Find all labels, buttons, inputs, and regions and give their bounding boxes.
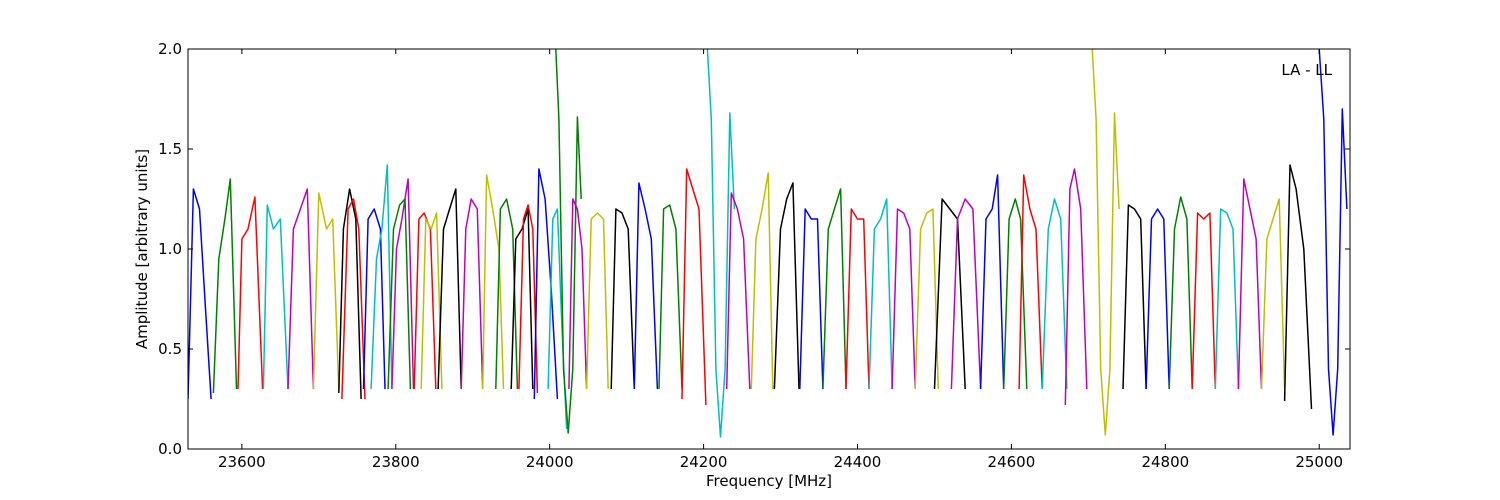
y-axis-ticks: 0.0 0.5 1.0 1.5 2.0 xyxy=(158,40,1350,458)
series-line-23 xyxy=(555,49,582,434)
baseline-annotation: LA - LL xyxy=(1281,61,1332,79)
series-line-47 xyxy=(1091,49,1120,436)
x-tick-label: 24400 xyxy=(834,453,882,471)
series-line-39 xyxy=(914,208,940,390)
series-line-56 xyxy=(1318,49,1348,436)
y-axis-label: Amplitude [arbitrary units] xyxy=(133,149,151,349)
x-tick-label: 24600 xyxy=(988,453,1036,471)
series-line-35 xyxy=(822,188,847,390)
x-tick-label: 23600 xyxy=(218,453,266,471)
series-line-51 xyxy=(1191,212,1217,390)
plot-frame xyxy=(187,48,1351,450)
x-tick-label: 25000 xyxy=(1295,453,1343,471)
x-tick-label: 23800 xyxy=(372,453,420,471)
x-axis-ticks: 23600 23800 24000 24200 24400 24600 24800 25000 xyxy=(218,49,1343,471)
series-line-54 xyxy=(1260,198,1286,390)
series-line-27 xyxy=(633,182,659,390)
series-line-37 xyxy=(868,198,893,390)
series-line-43 xyxy=(1002,198,1028,390)
series-line-41 xyxy=(950,198,982,390)
series-line-11 xyxy=(391,178,415,390)
series-line-42 xyxy=(979,174,1005,390)
series-line-14 xyxy=(420,212,443,390)
y-tick-label: 1.5 xyxy=(158,140,182,158)
series-line-20 xyxy=(518,204,539,394)
series-line-3 xyxy=(237,196,264,390)
series-line-32 xyxy=(750,172,774,390)
series-line-26 xyxy=(610,208,636,390)
x-tick-label: 24800 xyxy=(1141,453,1189,471)
series-line-10 xyxy=(370,164,393,390)
series-line-16 xyxy=(460,198,484,390)
series-line-40 xyxy=(933,198,966,390)
y-tick-label: 0.0 xyxy=(158,440,182,458)
series-layer xyxy=(188,49,1348,438)
series-line-36 xyxy=(845,208,870,390)
series-line-48 xyxy=(1122,204,1147,390)
series-line-28 xyxy=(658,204,683,390)
series-line-55 xyxy=(1283,164,1313,410)
y-tick-label: 0.5 xyxy=(158,340,182,358)
series-line-46 xyxy=(1064,168,1088,406)
series-line-30 xyxy=(706,49,736,438)
series-line-25 xyxy=(585,212,609,390)
x-axis-label: Frequency [MHz] xyxy=(706,472,832,490)
x-tick-label: 24000 xyxy=(526,453,574,471)
series-line-19 xyxy=(510,208,534,390)
series-line-29 xyxy=(681,168,707,406)
series-line-44 xyxy=(1018,174,1043,390)
series-line-45 xyxy=(1041,198,1068,390)
series-line-38 xyxy=(891,208,916,390)
series-line-5 xyxy=(287,188,315,390)
series-line-7 xyxy=(338,188,362,400)
series-line-33 xyxy=(773,182,800,390)
series-line-21 xyxy=(533,168,559,400)
series-line-17 xyxy=(481,174,505,390)
x-tick-label: 24200 xyxy=(680,453,728,471)
series-line-13 xyxy=(413,212,437,390)
series-line-15 xyxy=(437,188,462,390)
series-line-9 xyxy=(362,208,386,390)
series-line-24 xyxy=(568,198,588,390)
series-line-1 xyxy=(188,188,212,400)
series-line-12 xyxy=(387,198,412,390)
series-line-31 xyxy=(725,192,751,390)
y-tick-label: 1.0 xyxy=(158,240,182,258)
series-line-4 xyxy=(262,204,289,390)
series-line-52 xyxy=(1214,208,1240,390)
series-line-50 xyxy=(1168,196,1193,390)
y-tick-label: 2.0 xyxy=(158,40,182,58)
series-line-2 xyxy=(212,178,238,394)
series-line-6 xyxy=(312,192,340,390)
series-line-8 xyxy=(341,198,366,400)
series-line-49 xyxy=(1145,208,1170,390)
series-line-53 xyxy=(1237,178,1263,390)
series-line-34 xyxy=(799,208,824,390)
